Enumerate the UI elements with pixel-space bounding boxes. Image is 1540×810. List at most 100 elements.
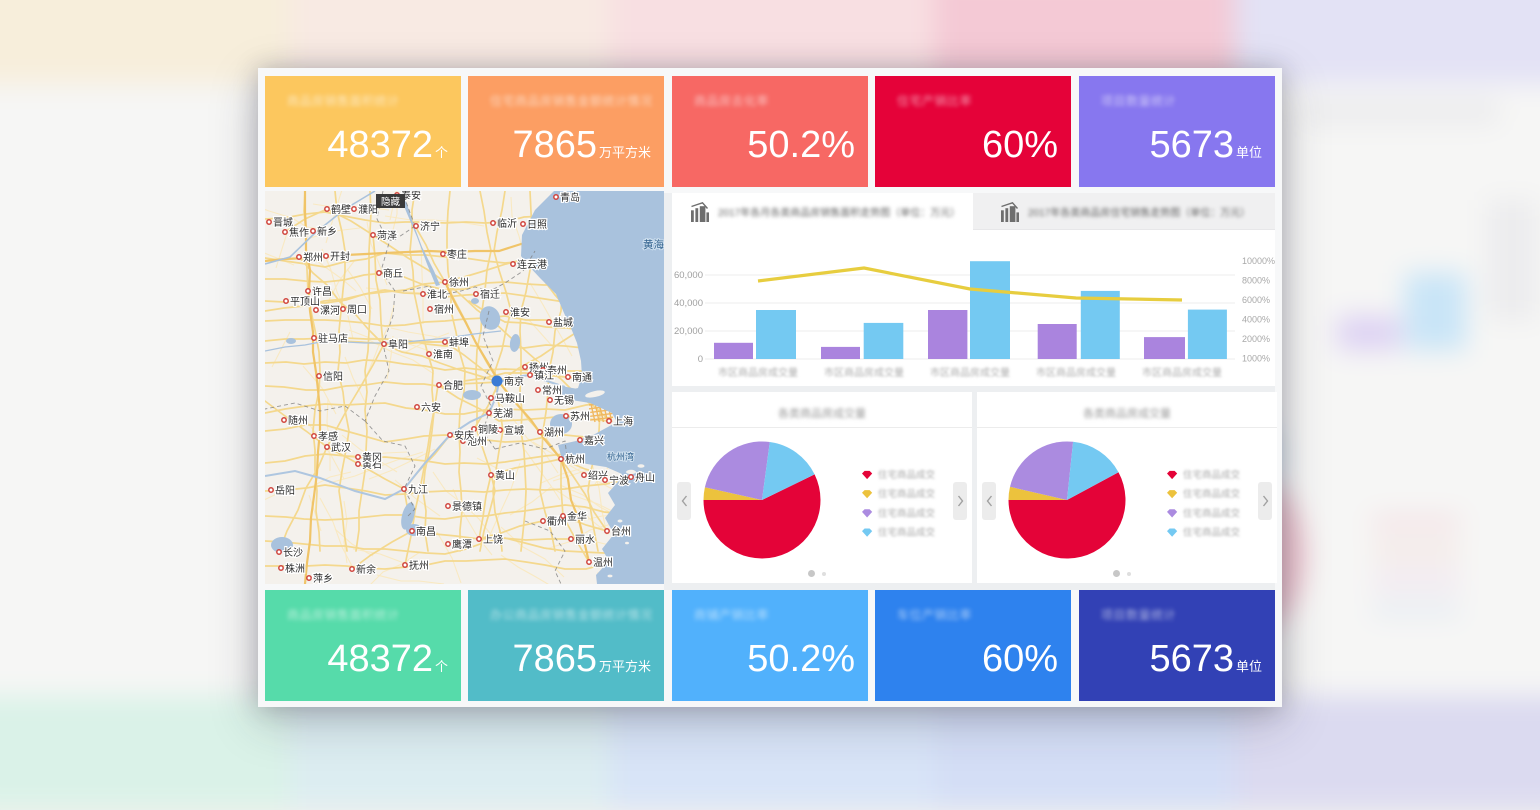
- svg-text:青岛: 青岛: [560, 191, 580, 204]
- svg-text:舟山: 舟山: [635, 471, 655, 484]
- svg-text:连云港: 连云港: [517, 258, 547, 271]
- svg-text:随州: 随州: [288, 414, 308, 427]
- svg-text:4000%: 4000%: [1242, 315, 1270, 325]
- svg-text:市区商品房成交量: 市区商品房成交量: [1142, 366, 1222, 379]
- svg-text:丽水: 丽水: [575, 534, 595, 546]
- svg-text:菏泽: 菏泽: [377, 230, 397, 242]
- svg-text:市区商品房成交量: 市区商品房成交量: [930, 366, 1010, 379]
- svg-text:杭州湾: 杭州湾: [607, 451, 634, 462]
- svg-text:商丘: 商丘: [383, 267, 403, 280]
- svg-text:濮阳: 濮阳: [358, 203, 378, 216]
- svg-text:日照: 日照: [527, 219, 547, 231]
- svg-text:住宅商品成交: 住宅商品成交: [878, 488, 936, 500]
- svg-text:台州: 台州: [611, 525, 631, 538]
- svg-text:株洲: 株洲: [285, 562, 305, 575]
- svg-text:徐州: 徐州: [449, 276, 469, 289]
- svg-text:市区商品房成交量: 市区商品房成交量: [824, 366, 904, 379]
- svg-text:宣城: 宣城: [504, 424, 524, 437]
- svg-text:住宅商品成交: 住宅商品成交: [1183, 469, 1241, 481]
- svg-text:武汉: 武汉: [331, 441, 351, 454]
- svg-text:杭州: 杭州: [565, 453, 585, 466]
- svg-text:苏州: 苏州: [570, 410, 590, 423]
- svg-text:常州: 常州: [542, 384, 562, 397]
- svg-text:隐藏: 隐藏: [381, 196, 401, 208]
- svg-text:上海: 上海: [613, 415, 633, 428]
- svg-text:湖州: 湖州: [544, 427, 564, 439]
- svg-text:芜湖: 芜湖: [493, 407, 513, 420]
- svg-text:池州: 池州: [467, 435, 487, 448]
- svg-text:淮南: 淮南: [433, 348, 453, 361]
- svg-text:0: 0: [698, 354, 703, 365]
- svg-text:淮北: 淮北: [427, 289, 447, 301]
- svg-text:淮安: 淮安: [510, 306, 530, 319]
- svg-text:住宅商品成交: 住宅商品成交: [878, 469, 936, 481]
- svg-text:1000%: 1000%: [1242, 354, 1270, 364]
- svg-text:许昌: 许昌: [312, 286, 332, 298]
- svg-text:平顶山: 平顶山: [290, 296, 320, 308]
- svg-text:泰安: 泰安: [401, 191, 421, 202]
- svg-text:南通: 南通: [572, 371, 592, 384]
- svg-text:宿州: 宿州: [434, 303, 454, 316]
- svg-text:阜阳: 阜阳: [388, 338, 408, 351]
- svg-text:铜陵: 铜陵: [478, 424, 498, 436]
- svg-text:漯河: 漯河: [320, 305, 340, 317]
- svg-text:安庆: 安庆: [454, 429, 474, 442]
- svg-text:嘉兴: 嘉兴: [584, 434, 604, 447]
- svg-text:抚州: 抚州: [409, 560, 429, 572]
- svg-text:6000%: 6000%: [1242, 295, 1270, 305]
- svg-text:住宅商品成交: 住宅商品成交: [878, 507, 936, 519]
- svg-text:新乡: 新乡: [317, 225, 337, 238]
- svg-text:金华: 金华: [567, 510, 587, 523]
- svg-text:住宅商品成交: 住宅商品成交: [1183, 507, 1241, 519]
- svg-text:鹤壁: 鹤壁: [331, 203, 351, 216]
- svg-text:新余: 新余: [356, 563, 376, 576]
- svg-text:市区商品房成交量: 市区商品房成交量: [718, 366, 798, 379]
- svg-text:无锡: 无锡: [554, 394, 574, 407]
- svg-text:济宁: 济宁: [420, 220, 440, 233]
- svg-text:九江: 九江: [408, 484, 428, 496]
- svg-text:宿迁: 宿迁: [480, 288, 500, 301]
- svg-text:泰州: 泰州: [547, 364, 567, 377]
- svg-text:岳阳: 岳阳: [275, 485, 295, 497]
- svg-text:黄海: 黄海: [643, 238, 664, 251]
- svg-text:40,000: 40,000: [674, 298, 703, 309]
- svg-text:黄石: 黄石: [362, 458, 382, 471]
- svg-text:20,000: 20,000: [674, 326, 703, 337]
- svg-text:南京: 南京: [504, 375, 524, 388]
- svg-text:住宅商品成交: 住宅商品成交: [1183, 488, 1241, 500]
- svg-text:枣庄: 枣庄: [447, 248, 467, 261]
- svg-text:长沙: 长沙: [283, 547, 303, 559]
- svg-text:开封: 开封: [330, 250, 350, 263]
- svg-text:盐城: 盐城: [553, 316, 573, 329]
- svg-text:周口: 周口: [347, 304, 367, 316]
- svg-text:宁波: 宁波: [609, 474, 629, 487]
- svg-text:驻马店: 驻马店: [318, 332, 348, 345]
- svg-text:萍乡: 萍乡: [313, 573, 333, 584]
- svg-text:南昌: 南昌: [416, 525, 436, 538]
- svg-text:住宅商品成交: 住宅商品成交: [1183, 527, 1241, 539]
- svg-text:焦作: 焦作: [289, 226, 309, 239]
- svg-text:2000%: 2000%: [1242, 334, 1270, 344]
- svg-text:马鞍山: 马鞍山: [495, 392, 525, 405]
- svg-text:上饶: 上饶: [483, 533, 503, 546]
- svg-text:住宅商品成交: 住宅商品成交: [878, 527, 936, 539]
- svg-text:信阳: 信阳: [323, 371, 343, 383]
- svg-text:蚌埠: 蚌埠: [449, 336, 469, 349]
- svg-text:六安: 六安: [421, 401, 441, 414]
- svg-text:市区商品房成交量: 市区商品房成交量: [1036, 366, 1116, 379]
- svg-text:8000%: 8000%: [1242, 276, 1270, 286]
- svg-text:合肥: 合肥: [443, 379, 463, 392]
- svg-text:临沂: 临沂: [497, 217, 517, 230]
- svg-text:黄山: 黄山: [495, 469, 515, 482]
- svg-text:10000%: 10000%: [1242, 256, 1275, 266]
- svg-text:黄冈: 黄冈: [362, 451, 382, 464]
- svg-text:鹰潭: 鹰潭: [452, 538, 472, 551]
- svg-text:60,000: 60,000: [674, 270, 703, 281]
- svg-text:温州: 温州: [593, 557, 613, 569]
- svg-text:景德镇: 景德镇: [452, 500, 482, 513]
- svg-text:镇江: 镇江: [534, 369, 554, 382]
- svg-text:孝感: 孝感: [318, 430, 338, 443]
- svg-text:晋城: 晋城: [273, 217, 293, 229]
- svg-text:衢州: 衢州: [547, 516, 567, 528]
- svg-text:郑州: 郑州: [303, 251, 323, 264]
